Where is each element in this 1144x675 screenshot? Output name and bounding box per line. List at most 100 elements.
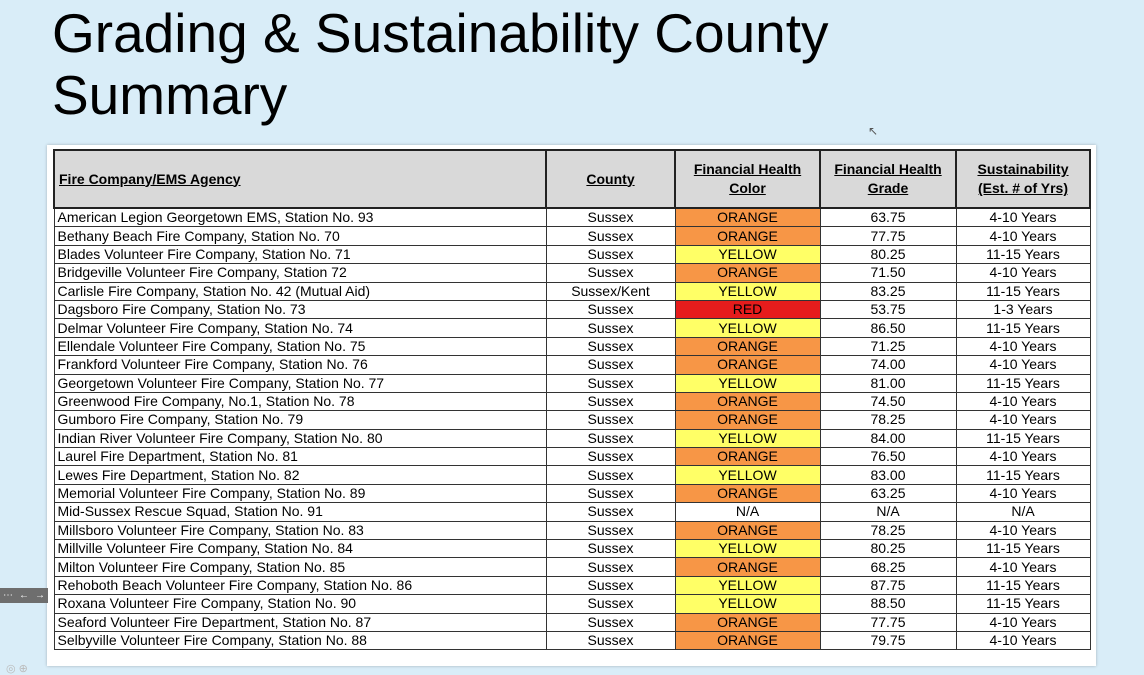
- arrow-left-icon[interactable]: ←: [19, 590, 29, 601]
- health-grade-cell: 71.25: [819, 336, 957, 357]
- agency-cell: American Legion Georgetown EMS, Station …: [53, 207, 547, 228]
- zoom-icon[interactable]: ◎: [6, 663, 16, 675]
- sustainability-cell: 11-15 Years: [955, 244, 1091, 265]
- county-cell: Sussex: [545, 355, 676, 375]
- county-cell: Sussex: [545, 410, 676, 430]
- county-cell: Sussex: [545, 539, 676, 559]
- health-grade-cell: 63.25: [819, 483, 957, 504]
- arrow-right-icon[interactable]: →: [35, 590, 45, 601]
- county-cell: Sussex: [545, 594, 676, 614]
- header-sustainability: Sustainability (Est. # of Yrs): [955, 149, 1091, 209]
- health-color-cell: ORANGE: [674, 630, 821, 651]
- table-row: Laurel Fire Department, Station No. 81 Su…: [53, 447, 1091, 467]
- county-cell: Sussex: [545, 244, 676, 265]
- agency-cell: Carlisle Fire Company, Station No. 42 (M…: [53, 281, 547, 301]
- table-row: Ellendale Volunteer Fire Company, Statio…: [53, 336, 1091, 357]
- sustainability-cell: 4-10 Years: [955, 355, 1091, 375]
- slide-nav-control[interactable]: ⋯ ← →: [0, 588, 48, 603]
- county-cell: Sussex: [545, 520, 676, 541]
- county-cell: Sussex: [545, 575, 676, 596]
- health-color-cell: YELLOW: [674, 428, 821, 449]
- health-grade-cell: 83.00: [819, 465, 957, 485]
- header-color-line1: Financial Health: [693, 161, 802, 177]
- agency-cell: Gumboro Fire Company, Station No. 79: [53, 410, 547, 430]
- health-grade-cell: 78.25: [819, 520, 957, 541]
- health-color-cell: YELLOW: [674, 465, 821, 485]
- table-row: Indian River Volunteer Fire Company, Sta…: [53, 428, 1091, 449]
- agency-cell: Lewes Fire Department, Station No. 82: [53, 465, 547, 485]
- sustainability-cell: 11-15 Years: [955, 594, 1091, 614]
- table-row: Mid-Sussex Rescue Squad, Station No. 91 S…: [53, 502, 1091, 522]
- health-color-cell: ORANGE: [674, 612, 821, 632]
- agency-cell: Rehoboth Beach Volunteer Fire Company, S…: [53, 575, 547, 596]
- table-row: Lewes Fire Department, Station No. 82 Sus…: [53, 465, 1091, 485]
- health-grade-cell: 88.50: [819, 594, 957, 614]
- health-grade-cell: 78.25: [819, 410, 957, 430]
- sustainability-cell: 11-15 Years: [955, 281, 1091, 301]
- health-grade-cell: 77.75: [819, 612, 957, 632]
- summary-table-container: Fire Company/EMS Agency County Financial…: [47, 145, 1096, 666]
- sustainability-cell: 11-15 Years: [955, 575, 1091, 596]
- health-color-cell: YELLOW: [674, 539, 821, 559]
- health-color-cell: ORANGE: [674, 355, 821, 375]
- agency-cell: Bethany Beach Fire Company, Station No. …: [53, 226, 547, 246]
- agency-cell: Milton Volunteer Fire Company, Station N…: [53, 557, 547, 577]
- table-row: Delmar Volunteer Fire Company, Station N…: [53, 318, 1091, 338]
- agency-cell: Frankford Volunteer Fire Company, Statio…: [53, 355, 547, 375]
- county-cell: Sussex: [545, 336, 676, 357]
- table-row: Gumboro Fire Company, Station No. 79 Suss…: [53, 410, 1091, 430]
- table-row: Millsboro Volunteer Fire Company, Statio…: [53, 520, 1091, 541]
- health-grade-cell: 77.75: [819, 226, 957, 246]
- sustainability-cell: 4-10 Years: [955, 447, 1091, 467]
- health-color-cell: ORANGE: [674, 447, 821, 467]
- health-color-cell: YELLOW: [674, 373, 821, 393]
- agency-cell: Georgetown Volunteer Fire Company, Stati…: [53, 373, 547, 393]
- sustainability-cell: 11-15 Years: [955, 318, 1091, 338]
- table-row: Seaford Volunteer Fire Department, Stati…: [53, 612, 1091, 632]
- sustainability-cell: 4-10 Years: [955, 483, 1091, 504]
- health-color-cell: ORANGE: [674, 410, 821, 430]
- health-color-cell: ORANGE: [674, 263, 821, 283]
- header-color-line2: Color: [729, 180, 766, 196]
- agency-cell: Memorial Volunteer Fire Company, Station…: [53, 483, 547, 504]
- more-icon[interactable]: ⋯: [3, 590, 13, 601]
- sustainability-cell: 4-10 Years: [955, 336, 1091, 357]
- sustainability-cell: 4-10 Years: [955, 226, 1091, 246]
- county-cell: Sussex: [545, 391, 676, 412]
- county-cell: Sussex: [545, 299, 676, 320]
- table-row: Carlisle Fire Company, Station No. 42 (M…: [53, 281, 1091, 301]
- table-row: Selbyville Volunteer Fire Company, Stati…: [53, 630, 1091, 651]
- health-grade-cell: 79.75: [819, 630, 957, 651]
- bottom-toolbar: ◎ ⊕: [6, 662, 28, 675]
- table-row: Roxana Volunteer Fire Company, Station N…: [53, 594, 1091, 614]
- health-grade-cell: 53.75: [819, 299, 957, 320]
- agency-cell: Seaford Volunteer Fire Department, Stati…: [53, 612, 547, 632]
- health-color-cell: ORANGE: [674, 226, 821, 246]
- agency-cell: Mid-Sussex Rescue Squad, Station No. 91: [53, 502, 547, 522]
- table-row: Milton Volunteer Fire Company, Station N…: [53, 557, 1091, 577]
- header-agency: Fire Company/EMS Agency: [53, 149, 547, 209]
- sustainability-cell: 11-15 Years: [955, 373, 1091, 393]
- health-grade-cell: N/A: [819, 502, 957, 522]
- summary-table: Fire Company/EMS Agency County Financial…: [53, 149, 1091, 651]
- health-color-cell: ORANGE: [674, 391, 821, 412]
- header-grade-line2: Grade: [867, 180, 909, 196]
- table-row: Millville Volunteer Fire Company, Statio…: [53, 539, 1091, 559]
- health-grade-cell: 80.25: [819, 244, 957, 265]
- agency-cell: Delmar Volunteer Fire Company, Station N…: [53, 318, 547, 338]
- header-financial-health-color: Financial Health Color: [674, 149, 821, 209]
- table-row: Blades Volunteer Fire Company, Station N…: [53, 244, 1091, 265]
- header-sust-line1: Sustainability: [977, 161, 1069, 177]
- sustainability-cell: 4-10 Years: [955, 410, 1091, 430]
- health-color-cell: ORANGE: [674, 207, 821, 228]
- health-color-cell: YELLOW: [674, 575, 821, 596]
- zoom-in-icon[interactable]: ⊕: [18, 663, 28, 675]
- county-cell: Sussex: [545, 630, 676, 651]
- health-grade-cell: 74.50: [819, 391, 957, 412]
- agency-cell: Dagsboro Fire Company, Station No. 73: [53, 299, 547, 320]
- county-cell: Sussex: [545, 447, 676, 467]
- agency-cell: Blades Volunteer Fire Company, Station N…: [53, 244, 547, 265]
- health-color-cell: ORANGE: [674, 520, 821, 541]
- table-row: Bridgeville Volunteer Fire Company, Stat…: [53, 263, 1091, 283]
- health-color-cell: ORANGE: [674, 483, 821, 504]
